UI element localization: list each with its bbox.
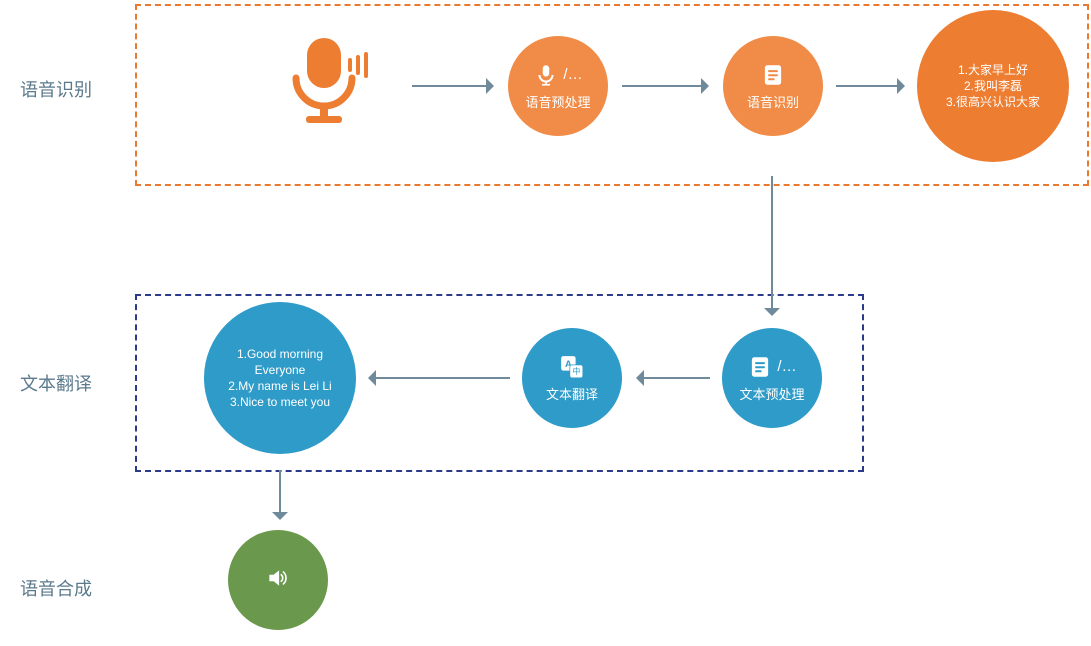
translate-icon: A中 (559, 354, 585, 380)
mic-icon (274, 30, 374, 130)
mt-trans: A中文本翻译 (522, 328, 622, 428)
svg-text:中: 中 (572, 366, 580, 376)
mic-small-icon (533, 62, 559, 88)
icon-suffix: /… (777, 358, 796, 375)
asr-rec: 语音识别 (723, 36, 823, 136)
asr-out: 1.大家早上好2.我叫李磊3.很高兴认识大家 (917, 10, 1069, 162)
mt-out: 1.Good morning Everyone2.My name is Lei … (204, 302, 356, 454)
section-label: 文本翻译 (20, 370, 92, 396)
node-label: 语音预处理 (525, 92, 590, 111)
tts (228, 530, 328, 630)
icon-suffix: /… (563, 66, 582, 83)
section-label: 语音合成 (20, 575, 92, 601)
mt-pre: /… 文本预处理 (722, 328, 822, 428)
asr-pre: /… 语音预处理 (508, 36, 608, 136)
node-label: 文本翻译 (546, 384, 598, 403)
node-label: 文本预处理 (739, 384, 804, 403)
node-text: 1.大家早上好2.我叫李磊3.很高兴认识大家 (940, 62, 1046, 111)
node-text: 1.Good morning Everyone2.My name is Lei … (204, 346, 356, 411)
doc-icon (760, 62, 786, 88)
section-label: 语音识别 (20, 76, 92, 102)
speaker-icon (265, 565, 291, 591)
mic-input (274, 30, 374, 135)
node-label: 语音识别 (747, 92, 799, 111)
doc-icon (747, 354, 773, 380)
